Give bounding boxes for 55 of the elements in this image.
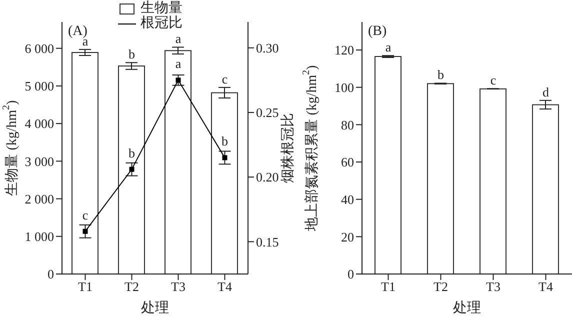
x-tick-label: T2 — [124, 279, 139, 294]
point — [82, 228, 88, 234]
x-tick-label: T4 — [538, 279, 554, 294]
annotation: b — [438, 67, 444, 82]
bar — [211, 92, 238, 274]
legend-label: 根冠比 — [140, 16, 182, 31]
annotation: a — [175, 31, 182, 46]
y2-axis-title: 烟株根冠比 — [280, 113, 296, 183]
y-tick-label: 3 000 — [24, 154, 54, 169]
annotation: c — [490, 72, 496, 88]
annotation: d — [542, 84, 550, 100]
point — [129, 166, 134, 172]
annotation: (B) — [368, 24, 387, 40]
y-tick-label: 40 — [341, 192, 354, 207]
y-tick-label: 4 000 — [24, 116, 54, 132]
x-tick-label: T3 — [486, 279, 500, 294]
bar — [118, 66, 145, 274]
bar — [480, 88, 506, 274]
y-tick-label: 60 — [341, 154, 354, 170]
x-tick-label: T1 — [381, 279, 396, 294]
y-tick-label: 0 — [48, 266, 54, 282]
y2-tick-label: 0.30 — [256, 40, 279, 56]
y2-tick-label: 0.25 — [256, 105, 279, 120]
bar — [532, 104, 559, 274]
bar — [164, 50, 192, 274]
x-tick-label: T1 — [78, 279, 92, 294]
annotation: c — [222, 71, 228, 86]
x-tick-label: T4 — [218, 279, 232, 294]
y-tick-label: 5 000 — [24, 78, 54, 94]
annotation: a — [385, 40, 392, 55]
legend-label: 生物量 — [140, 1, 182, 16]
point — [176, 78, 181, 83]
bar — [427, 83, 454, 274]
y-tick-label: 120 — [334, 42, 354, 58]
x-axis-title: 处理 — [453, 300, 481, 316]
y2-tick-label: 0.15 — [256, 234, 279, 250]
annotation: b — [222, 134, 228, 149]
annotation: b — [128, 46, 135, 62]
y-tick-label: 0 — [348, 266, 354, 282]
annotation: a — [175, 56, 182, 72]
y-tick-label: 80 — [341, 117, 354, 132]
y-tick-label: 100 — [334, 80, 354, 95]
bar — [374, 56, 402, 274]
y2-tick-label: 0.20 — [256, 170, 279, 185]
y-tick-label: 2 000 — [24, 191, 54, 206]
x-tick-label: T2 — [434, 279, 448, 294]
y-tick-label: 6 000 — [24, 40, 54, 56]
point — [222, 155, 228, 160]
y-tick-label: 1 000 — [24, 229, 54, 244]
x-axis-title: 处理 — [141, 300, 169, 316]
bar — [72, 52, 98, 274]
x-tick-label: T3 — [171, 279, 186, 294]
y-tick-label: 20 — [341, 229, 354, 244]
annotation: b — [128, 145, 135, 160]
annotation: c — [82, 207, 88, 222]
